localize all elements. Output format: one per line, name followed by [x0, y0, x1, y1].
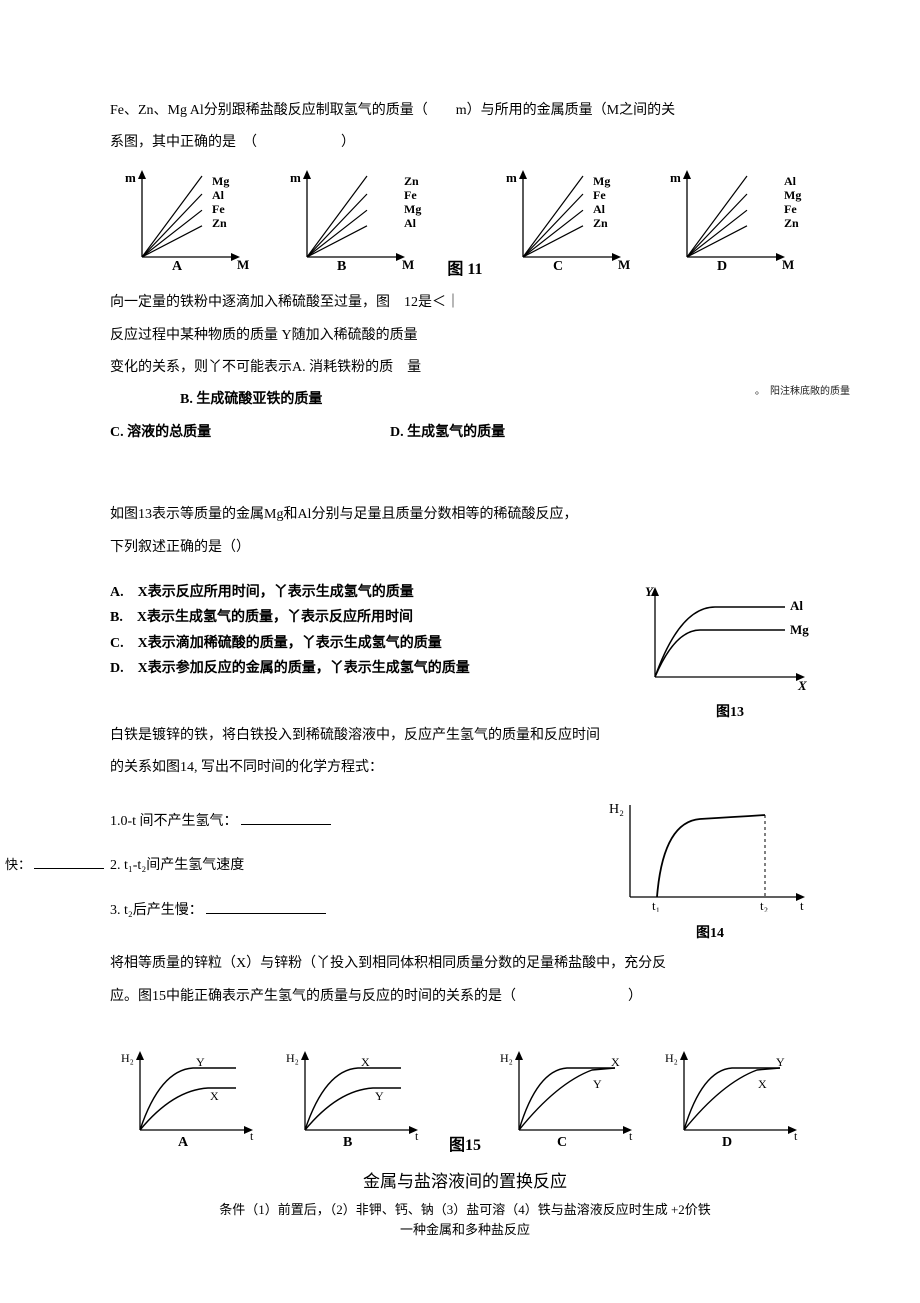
svg-text:D: D	[722, 1135, 732, 1148]
svg-text:X: X	[611, 1055, 620, 1069]
svg-text:Zn: Zn	[212, 216, 227, 230]
svg-text:m: m	[506, 170, 517, 185]
svg-text:D: D	[717, 259, 727, 272]
q14-intro1: 白铁是镀锌的铁，将白铁投入到稀硫酸溶液中，反应产生氢气的质量和反应时间	[110, 725, 820, 747]
svg-text:Al: Al	[790, 598, 803, 613]
svg-text:M: M	[402, 257, 414, 272]
q12-l3: 变化的关系，则丫不可能表示A. 消耗铁粉的质 量	[110, 357, 820, 379]
q14-item2: 2. t₁-t₂间产生氢气速度	[110, 858, 244, 873]
q14-left-note: 快：	[5, 857, 31, 872]
svg-text:M: M	[782, 257, 794, 272]
svg-text:H₂: H₂	[121, 1051, 134, 1065]
svg-text:A: A	[178, 1135, 189, 1148]
q15-chart-D: YX H₂ t D	[662, 1048, 812, 1156]
q13-intro2: 下列叙述正确的是（）	[110, 537, 820, 559]
q12-optD: D. 生成氢气的质量	[390, 422, 505, 444]
q13-chart: Al Mg Y X 图13	[640, 582, 820, 725]
q14-item1: 1.0-t 间不产生氢气：	[110, 814, 238, 829]
svg-text:H₂: H₂	[609, 802, 624, 817]
svg-text:Y: Y	[645, 584, 654, 599]
svg-text:Mg: Mg	[212, 174, 229, 188]
svg-text:t: t	[794, 1129, 798, 1143]
q12-l2: 反应过程中某种物质的质量 Y随加入稀硫酸的质量	[110, 325, 820, 347]
svg-text:X: X	[797, 678, 807, 692]
q12-l1: 向一定量的铁粉中逐滴加入稀硫酸至过量，图 12是＜｜	[110, 292, 820, 314]
svg-text:m: m	[125, 170, 136, 185]
q14-chart: H₂ t₁ t₂ t 图14	[600, 797, 820, 945]
svg-text:H₂: H₂	[665, 1051, 678, 1065]
svg-text:m: m	[670, 170, 681, 185]
q15-chart-C: XY H₂ t C	[497, 1048, 647, 1156]
svg-text:Zn: Zn	[593, 216, 608, 230]
q15-figlabel: 图15	[449, 1133, 481, 1159]
svg-text:t₂: t₂	[760, 898, 768, 912]
svg-text:t: t	[415, 1129, 419, 1143]
q14-blank-left	[34, 856, 104, 869]
q11-chart-A: m M MgAlFeZn A	[117, 167, 267, 280]
svg-text:Al: Al	[212, 188, 225, 202]
svg-text:t₁: t₁	[652, 898, 660, 912]
svg-text:Al: Al	[593, 202, 606, 216]
svg-text:B: B	[343, 1135, 352, 1148]
q15-chart-A: Y X H₂ t A	[118, 1048, 268, 1156]
q11-chart-row: mMMgAlFeZnAmMZnFeMgAlB图 11mMMgFeAlZnCmMA…	[110, 167, 820, 280]
q11-chart-C: m M MgFeAlZn C	[498, 167, 648, 280]
q15-intro2: 应。图15中能正确表示产生氢气的质量与反应的时间的关系的是（ ）	[110, 986, 820, 1008]
q15-intro1: 将相等质量的锌粒（X）与锌粉（丫投入到相同体积相同质量分数的足量稀盐酸中，充分反	[110, 953, 820, 975]
svg-text:C: C	[557, 1135, 567, 1148]
svg-text:A: A	[172, 259, 183, 272]
svg-text:t: t	[629, 1129, 633, 1143]
svg-text:M: M	[237, 257, 249, 272]
q14-intro2: 的关系如图14, 写出不同时间的化学方程式：	[110, 757, 820, 779]
q15-chart-B: X Y H₂ t B	[283, 1048, 433, 1156]
svg-text:H₂: H₂	[500, 1051, 513, 1065]
q14-blank1	[241, 811, 331, 825]
svg-text:Y: Y	[776, 1055, 785, 1069]
q12-optB: B. 生成硫酸亚铁的质量	[110, 389, 820, 411]
svg-text:Y: Y	[375, 1089, 384, 1103]
svg-text:X: X	[361, 1055, 370, 1069]
svg-text:Fe: Fe	[593, 188, 606, 202]
q14-item3: 3. t₂后产生慢：	[110, 903, 203, 918]
svg-text:H₂: H₂	[286, 1051, 299, 1065]
svg-text:Al: Al	[404, 216, 417, 230]
q14-figlabel: 图14	[600, 923, 820, 945]
q15-chart-row: YXH₂tAXYH₂tB图15XYH₂tCYXH₂tD	[110, 1048, 820, 1156]
q12-side-note: 。 阳注秣底敞的质量	[755, 384, 850, 400]
svg-text:Zn: Zn	[404, 174, 419, 188]
q11-text1: Fe、Zn、Mg Al分别跟稀盐酸反应制取氢气的质量（ m）与所用的金属质量（M…	[110, 100, 820, 122]
q11-chart-D: m M AlMgFeZn D	[662, 167, 812, 280]
q11-text2: 系图，其中正确的是 （ ）	[110, 132, 820, 154]
q14-blank3	[206, 900, 326, 914]
q11-figlabel: 图 11	[447, 257, 482, 283]
svg-text:Mg: Mg	[404, 202, 421, 216]
q13-intro1: 如图13表示等质量的金属Mg和Al分别与足量且质量分数相等的稀硫酸反应，	[110, 504, 820, 526]
svg-text:M: M	[618, 257, 630, 272]
q12-optC: C. 溶液的总质量	[110, 422, 390, 444]
svg-text:Mg: Mg	[593, 174, 610, 188]
q11-chart-B: m M ZnFeMgAl B	[282, 167, 432, 280]
svg-text:Fe: Fe	[784, 202, 797, 216]
footer-title: 金属与盐溶液间的置换反应	[110, 1168, 820, 1195]
footer-line2: 一种金属和多种盐反应	[110, 1220, 820, 1241]
svg-text:Fe: Fe	[404, 188, 417, 202]
svg-text:C: C	[553, 259, 563, 272]
svg-text:Y: Y	[593, 1077, 602, 1091]
svg-text:Zn: Zn	[784, 216, 799, 230]
svg-text:X: X	[210, 1089, 219, 1103]
svg-text:Mg: Mg	[784, 188, 801, 202]
svg-text:Al: Al	[784, 174, 797, 188]
svg-text:Y: Y	[196, 1055, 205, 1069]
svg-text:m: m	[290, 170, 301, 185]
svg-text:t: t	[800, 898, 804, 912]
footer-line1: 条件（1）前置后，（2）非钾、钙、钠（3）盐可溶（4）铁与盐溶液反应时生成 +2…	[110, 1200, 820, 1221]
svg-text:t: t	[250, 1129, 254, 1143]
q13-figlabel: 图13	[640, 702, 820, 724]
svg-text:Fe: Fe	[212, 202, 225, 216]
svg-text:B: B	[337, 259, 346, 272]
svg-text:Mg: Mg	[790, 622, 809, 637]
svg-text:X: X	[758, 1077, 767, 1091]
